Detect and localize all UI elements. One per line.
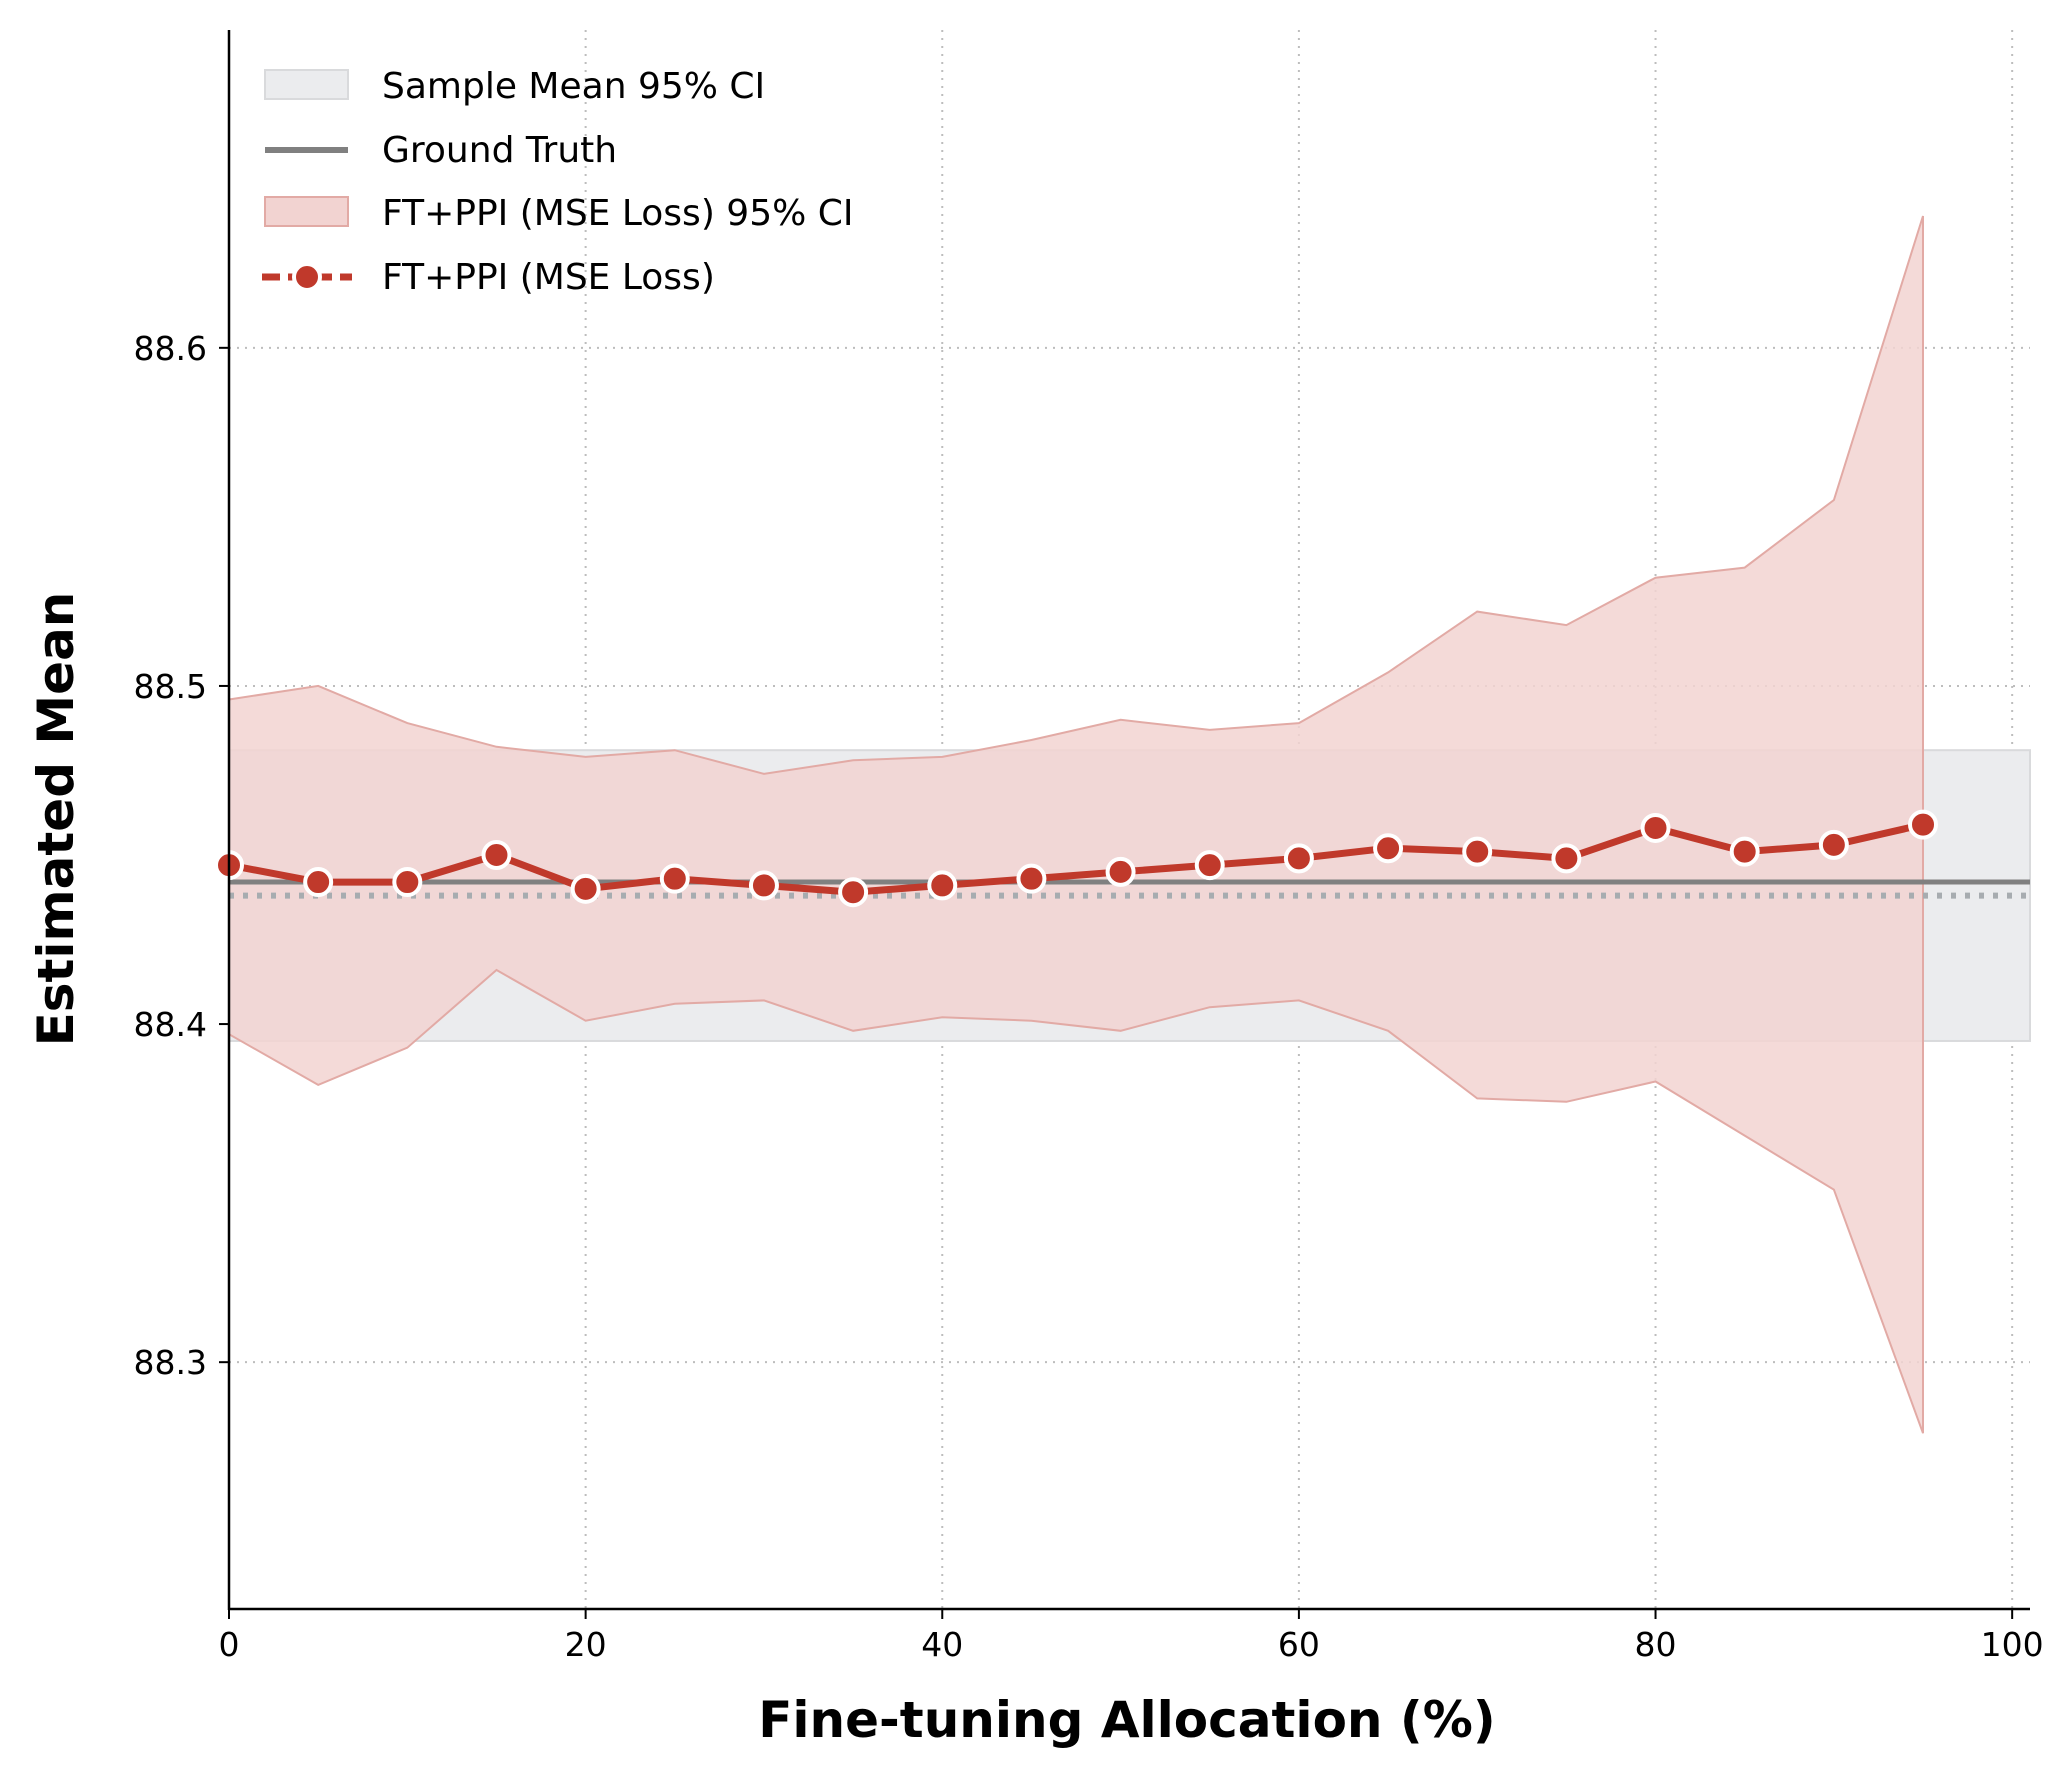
data-point bbox=[1818, 829, 1849, 860]
data-point bbox=[481, 840, 512, 871]
data-point bbox=[1105, 856, 1136, 887]
data-point bbox=[303, 867, 334, 898]
y-tick-label: 88.6 bbox=[134, 329, 207, 368]
data-point bbox=[570, 873, 601, 904]
x-tick-label: 100 bbox=[1981, 1625, 2044, 1664]
x-tick-label: 0 bbox=[219, 1625, 240, 1664]
legend: Sample Mean 95% CI Ground Truth FT+PPI (… bbox=[262, 66, 854, 298]
x-tick-label: 20 bbox=[565, 1625, 607, 1664]
tick-labels: 0 20 40 60 80 100 88.3 88.4 88.5 88.6 bbox=[134, 329, 2044, 1664]
y-tick-label: 88.4 bbox=[134, 1005, 207, 1044]
data-point bbox=[1640, 812, 1671, 843]
data-point bbox=[1908, 809, 1939, 840]
legend-swatch-series-ci bbox=[264, 196, 349, 227]
data-point bbox=[1016, 863, 1047, 894]
legend-swatch-series-marker bbox=[292, 262, 322, 292]
data-point bbox=[1194, 850, 1225, 881]
data-point bbox=[1283, 843, 1314, 874]
data-point bbox=[838, 877, 869, 908]
data-point bbox=[927, 870, 958, 901]
series-ci-band bbox=[228, 215, 1924, 1434]
data-point bbox=[1729, 836, 1760, 867]
data-point bbox=[1551, 843, 1582, 874]
data-point bbox=[659, 863, 690, 894]
data-point bbox=[1373, 833, 1404, 864]
legend-label-ground-truth: Ground Truth bbox=[382, 130, 617, 171]
data-point bbox=[1462, 836, 1493, 867]
legend-swatch-sample-ci bbox=[264, 69, 349, 100]
legend-label-series-ci: FT+PPI (MSE Loss) 95% CI bbox=[382, 193, 854, 234]
x-tick-label: 60 bbox=[1278, 1625, 1320, 1664]
series-ci-area bbox=[228, 215, 1924, 1434]
data-point bbox=[392, 867, 423, 898]
y-tick-label: 88.3 bbox=[134, 1343, 207, 1382]
legend-label-sample-ci: Sample Mean 95% CI bbox=[382, 66, 765, 107]
legend-label-series: FT+PPI (MSE Loss) bbox=[382, 257, 715, 298]
x-tick-label: 80 bbox=[1635, 1625, 1677, 1664]
y-axis-title: Estimated Mean bbox=[27, 592, 85, 1047]
x-axis-title: Fine-tuning Allocation (%) bbox=[758, 1691, 1495, 1749]
y-tick-label: 88.5 bbox=[134, 667, 207, 706]
axes bbox=[219, 30, 2030, 1619]
series-line bbox=[214, 809, 1939, 908]
data-point bbox=[748, 870, 779, 901]
x-tick-label: 40 bbox=[921, 1625, 963, 1664]
series-polyline bbox=[228, 821, 1924, 896]
